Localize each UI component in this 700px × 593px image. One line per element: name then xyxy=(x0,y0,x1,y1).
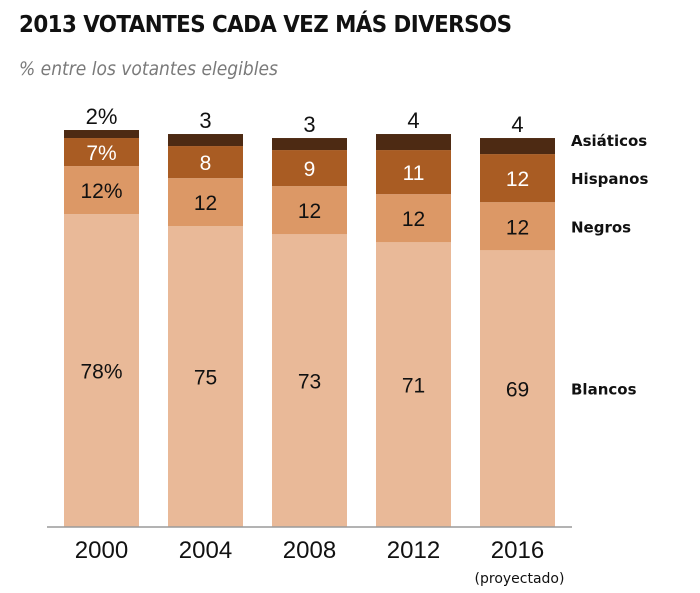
segment-asiticos-2012 xyxy=(376,134,451,151)
segment-hispanos-2012 xyxy=(376,150,451,195)
segment-blancos-2000 xyxy=(64,214,139,527)
data-label: 12 xyxy=(402,208,425,231)
data-label: 12% xyxy=(80,180,122,203)
data-label: 11 xyxy=(403,162,425,185)
data-label: 7% xyxy=(86,142,116,165)
segment-asiticos-2016 xyxy=(480,138,555,155)
data-label: 3 xyxy=(199,108,211,133)
x-tick-label: 2000 xyxy=(75,537,128,564)
data-label: 3 xyxy=(303,112,315,137)
segment-hispanos-2016 xyxy=(480,154,555,203)
segment-asiticos-2008 xyxy=(272,138,347,151)
x-tick-label: 2016 xyxy=(491,537,544,564)
data-label: 73 xyxy=(298,371,321,394)
segment-negros-2000 xyxy=(64,166,139,215)
data-label: 4 xyxy=(511,112,523,137)
segment-negros-2016 xyxy=(480,202,555,251)
legend-negros: Negros xyxy=(571,218,631,236)
chart-title: 2013 VOTANTES CADA VEZ MÁS DIVERSOS xyxy=(19,12,512,38)
x-tick-label: 2004 xyxy=(179,537,232,564)
legend-asiticos: Asiáticos xyxy=(571,132,647,150)
bar-2004: 75 12 8 3 xyxy=(168,108,243,527)
legend-hispanos: Hispanos xyxy=(571,170,648,188)
legend: Blancos Negros Hispanos Asiáticos xyxy=(571,132,648,399)
x-tick-label: 2012 xyxy=(387,537,440,564)
bars-layer: 78% 12% 7% 2% 75 12 8 3 73 12 9 3 71 12 11 4 69 12 12 4 xyxy=(64,104,555,528)
data-label: 4 xyxy=(407,108,419,133)
segment-asiticos-2004 xyxy=(168,134,243,147)
data-label: 9 xyxy=(304,158,316,181)
data-label: 12 xyxy=(194,192,217,215)
bar-2016: 69 12 12 4 xyxy=(480,112,555,527)
segment-asiticos-2000 xyxy=(64,130,139,139)
segment-hispanos-2004 xyxy=(168,146,243,179)
segment-blancos-2012 xyxy=(376,242,451,528)
bar-2008: 73 12 9 3 xyxy=(272,112,347,527)
segment-blancos-2008 xyxy=(272,234,347,527)
data-label: 71 xyxy=(402,375,425,398)
segment-hispanos-2008 xyxy=(272,150,347,187)
segment-blancos-2016 xyxy=(480,250,555,527)
data-label: 2% xyxy=(86,104,118,129)
x-tick-note: (proyectado) xyxy=(475,571,565,587)
segment-blancos-2004 xyxy=(168,226,243,527)
x-tick-labels: 2000 2004 2008 2012 2016 (proyectado) xyxy=(75,537,565,587)
data-label: 75 xyxy=(194,367,217,390)
data-label: 78% xyxy=(80,361,122,384)
bar-2000: 78% 12% 7% 2% xyxy=(64,104,139,527)
data-label: 12 xyxy=(298,200,321,223)
chart-subtitle: % entre los votantes elegibles xyxy=(19,58,278,80)
bar-2012: 71 12 11 4 xyxy=(376,108,451,528)
legend-blancos: Blancos xyxy=(571,381,637,399)
data-label: 69 xyxy=(506,379,529,402)
data-label: 8 xyxy=(200,152,212,175)
segment-hispanos-2000 xyxy=(64,138,139,167)
data-label: 12 xyxy=(506,216,529,239)
data-label: 12 xyxy=(506,168,529,191)
segment-negros-2012 xyxy=(376,194,451,243)
segment-negros-2004 xyxy=(168,178,243,227)
x-tick-label: 2008 xyxy=(283,537,336,564)
segment-negros-2008 xyxy=(272,186,347,235)
